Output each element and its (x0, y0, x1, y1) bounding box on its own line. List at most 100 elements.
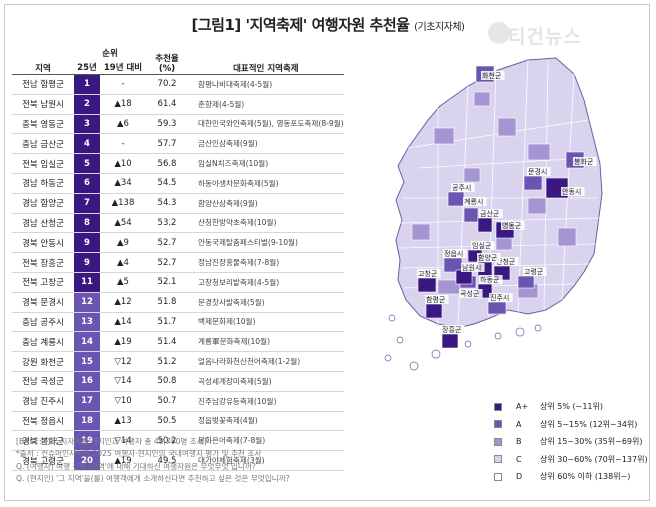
map-label: 임실군 (472, 241, 492, 250)
island (409, 361, 419, 371)
map-label: 곡성군 (460, 289, 480, 298)
map-label-bg (461, 263, 485, 272)
map-label-bg (459, 289, 483, 298)
table-cell-change: ▽12 (100, 351, 146, 372)
table-cell-festival: 산청한방약초축제(10월) (188, 213, 344, 234)
map-label-bg (477, 253, 501, 262)
table-cell-region: 충남 계룡시 (12, 331, 74, 353)
table-cell-change: ▲19 (100, 331, 146, 353)
legend-grade: A (516, 419, 522, 429)
table-cell-change: ▲4 (100, 252, 146, 273)
table-cell-rank: 3 (74, 114, 100, 135)
table-cell-rank: 8 (74, 213, 100, 234)
col-festival: 대표적인 지역축제 (188, 46, 344, 75)
map-label: 영동군 (502, 221, 522, 230)
island (388, 314, 396, 322)
table-cell-change: ▲34 (100, 173, 146, 194)
map-label-bg (443, 249, 467, 258)
table-cell-festival: 정남진장흥물축제(7-8월) (188, 252, 344, 273)
table-cell-rank: 6 (74, 173, 100, 194)
region-patch (527, 197, 547, 215)
table-row: 전북 임실군 5 ▲10 56.8 임실N치즈축제(10월) (12, 153, 344, 174)
table-cell-rank: 9 (74, 232, 100, 254)
map-label: 안동시 (562, 187, 581, 196)
map-label: 산청군 (496, 257, 516, 266)
table-cell-score: 50.8 (146, 371, 188, 392)
watermark-logo-icon (488, 22, 510, 44)
table-row: 충북 영동군 3 ▲6 59.3 대한민국와인축제(5월), 영동포도축제(8-9월) (12, 114, 344, 135)
table-cell-region: 충남 공주시 (12, 312, 74, 333)
table-cell-rank: 20 (74, 450, 100, 471)
figure-frame (4, 4, 650, 501)
table-cell-region: 충남 금산군 (12, 133, 74, 155)
table-cell-score: 52.1 (146, 272, 188, 293)
table-cell-score: 50.2 (146, 430, 188, 452)
table-cell-change: ▲19 (100, 450, 146, 471)
table-cell-rank: 18 (74, 411, 100, 432)
table-cell-region: 전남 곡성군 (12, 371, 74, 392)
col-score: 추천율 (%) (146, 46, 188, 75)
table-cell-region: 경북 봉화군 (12, 430, 74, 452)
table-cell-festival: 계룡軍문화축제(10월) (188, 331, 344, 353)
table-cell-region: 경남 하동군 (12, 173, 74, 194)
island (396, 336, 404, 344)
table-cell-rank: 11 (74, 272, 100, 293)
map-label: 남원시 (462, 263, 481, 272)
region-namwon (455, 269, 473, 285)
table-row: 경남 하동군 6 ▲34 54.5 하동야생차문화축제(5월) (12, 173, 344, 194)
table-cell-change: ▲9 (100, 232, 146, 254)
table-cell-rank: 1 (74, 74, 100, 95)
table-cell-change: - (100, 133, 146, 155)
table-cell-festival: 임실N치즈축제(10월) (188, 153, 344, 174)
table-cell-score: 51.4 (146, 331, 188, 353)
region-patch (557, 227, 577, 247)
ranking-table: 지역 순위 추천율 (%) 대표적인 지역축제 25년 19년 대비 전남 함평… (12, 46, 344, 471)
table-cell-festival: 춘향제(4-5월) (188, 94, 344, 115)
map-label-bg (451, 183, 475, 192)
figure-title: [그림1] '지역축제' 여행자원 추천율 (기초지자체) (0, 14, 656, 35)
table-row: 충남 계룡시 14 ▲19 51.4 계룡軍문화축제(10월) (12, 331, 344, 353)
table-cell-region: 전북 장흥군 (12, 252, 74, 273)
legend-item: D 상위 60% 이하 (138위~) (494, 468, 648, 486)
note-source: *출처 : 컨슈머인사이트 2025 여행자·현지인의 국내여행지 평가 및 추… (16, 449, 262, 459)
map-label-bg (561, 187, 585, 196)
table-row: 전남 함평군 1-70.2 함평나비대축제(4-5월) (12, 74, 344, 95)
map-label: 고령군 (524, 268, 544, 276)
table-cell-change: ▽10 (100, 391, 146, 412)
region-mungyeong (523, 175, 543, 191)
region-gochang (417, 277, 437, 293)
table-row: 경북 봉화군 19 ▽14 50.2 봉화은어축제(7-8월) (12, 430, 344, 452)
table-cell-region: 전남 함평군 (12, 74, 74, 95)
map-label-bg (479, 275, 503, 284)
legend-item: A 상위 5~15% (12위~34위) (494, 416, 648, 434)
region-patch (527, 143, 551, 161)
legend-item: B 상위 15~30% (35위~69위) (494, 433, 648, 451)
table-cell-rank: 5 (74, 153, 100, 174)
table-cell-region: 경남 함양군 (12, 193, 74, 214)
table-cell-change: ▲13 (100, 411, 146, 432)
map-label: 함양군 (478, 253, 498, 262)
table-cell-rank: 9 (74, 252, 100, 273)
map-label: 공주시 (452, 184, 471, 192)
table-row: 경남 산청군 8 ▲54 53.2 산청한방약초축제(10월) (12, 213, 344, 234)
legend-item: A+ 상위 5% (~11위) (494, 398, 648, 416)
legend-text: 상위 30~60% (70위~137위) (540, 454, 648, 464)
table-row: 전북 남원시 2 ▲18 61.4 춘향제(4-5월) (12, 94, 344, 115)
table-cell-change: ▲18 (100, 94, 146, 115)
region-patch (411, 223, 431, 241)
table-cell-rank: 17 (74, 391, 100, 412)
table-cell-rank: 4 (74, 133, 100, 155)
island (534, 324, 542, 332)
col-rank-group: 순위 (102, 49, 118, 59)
table-cell-region: 경북 안동시 (12, 232, 74, 254)
map-label-bg (527, 167, 551, 176)
table-body: 전남 함평군 1-70.2 함평나비대축제(4-5월) 전북 남원시 2 ▲18 61.4 춘… (12, 74, 344, 471)
table-cell-score: 57.7 (146, 133, 188, 155)
map-label: 장흥군 (442, 325, 462, 334)
region-gongju (447, 191, 465, 207)
table-cell-score: 54.3 (146, 193, 188, 214)
legend-text: 상위 5% (~11위) (540, 402, 603, 412)
table-cell-festival: 함양산삼축제(9월) (188, 193, 344, 214)
table-row: 전북 정읍시 18 ▲13 50.5 정읍벚꽃축제(4월) (12, 411, 344, 432)
region-jangheung (441, 333, 459, 349)
